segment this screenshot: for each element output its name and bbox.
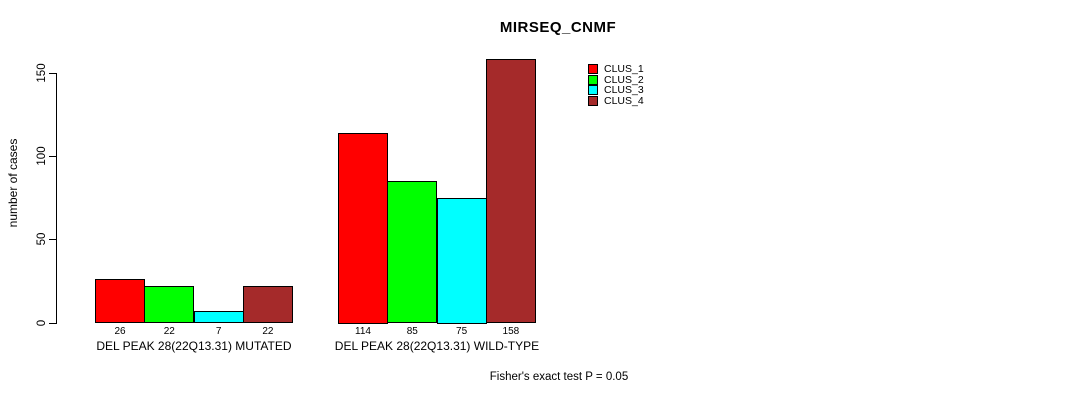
- bar-clus_4-group1: [242, 285, 293, 324]
- y-axis-tick-label: 50: [36, 232, 48, 246]
- y-axis-tick: [49, 322, 56, 324]
- x-category-label: DEL PEAK 28(22Q13.31) MUTATED: [96, 339, 292, 353]
- bar-clus_2-group1: [144, 285, 195, 324]
- y-axis-tick: [49, 72, 56, 74]
- legend-item: CLUS_3: [588, 85, 644, 96]
- legend-label: CLUS_2: [604, 73, 644, 86]
- bar-value-label: 114: [355, 326, 371, 337]
- bar-clus_4-group2: [485, 59, 536, 324]
- legend-item: CLUS_4: [588, 94, 644, 107]
- y-axis-tick-label: 100: [36, 146, 48, 166]
- legend-swatch-clus_2: [588, 74, 598, 85]
- legend-label: CLUS_3: [604, 84, 644, 96]
- bar-value-label: 7: [215, 326, 222, 337]
- bar-value-label: 85: [406, 326, 418, 337]
- y-axis-line: [56, 72, 57, 324]
- bar-clus_2-group2: [387, 180, 438, 324]
- bar-clus_1-group1: [95, 279, 145, 324]
- legend-item: CLUS_2: [588, 73, 644, 86]
- legend-swatch-clus_3: [588, 85, 598, 96]
- legend-swatch-clus_4: [588, 95, 598, 106]
- legend: CLUS_1 CLUS_2 CLUS_3 CLUS_4: [588, 64, 644, 106]
- legend-label: CLUS_1: [604, 63, 644, 75]
- bar-clus_1-group2: [338, 132, 388, 324]
- chart-title: MIRSEQ_CNMF: [499, 19, 617, 36]
- bar-value-label: 75: [456, 326, 468, 337]
- x-category-label: DEL PEAK 28(22Q13.31) WILD-TYPE: [334, 339, 540, 353]
- y-axis-tick: [49, 239, 56, 241]
- y-axis-tick-label: 0: [36, 319, 48, 326]
- stat-annotation: Fisher's exact test P = 0.05: [489, 371, 629, 383]
- bar-value-label: 22: [163, 326, 175, 337]
- y-axis-tick-label: 150: [36, 62, 48, 83]
- legend-label: CLUS_4: [604, 94, 644, 107]
- bar-value-label: 158: [502, 326, 520, 337]
- y-axis-tick: [49, 155, 56, 157]
- legend-swatch-clus_1: [588, 64, 598, 75]
- bar-clus_3-group2: [436, 197, 487, 324]
- bar-clus_3-group1: [193, 310, 244, 324]
- legend-item: CLUS_1: [588, 64, 644, 75]
- bar-value-label: 26: [114, 326, 126, 337]
- bar-value-label: 22: [262, 326, 274, 337]
- y-axis-label: number of cases: [6, 138, 20, 228]
